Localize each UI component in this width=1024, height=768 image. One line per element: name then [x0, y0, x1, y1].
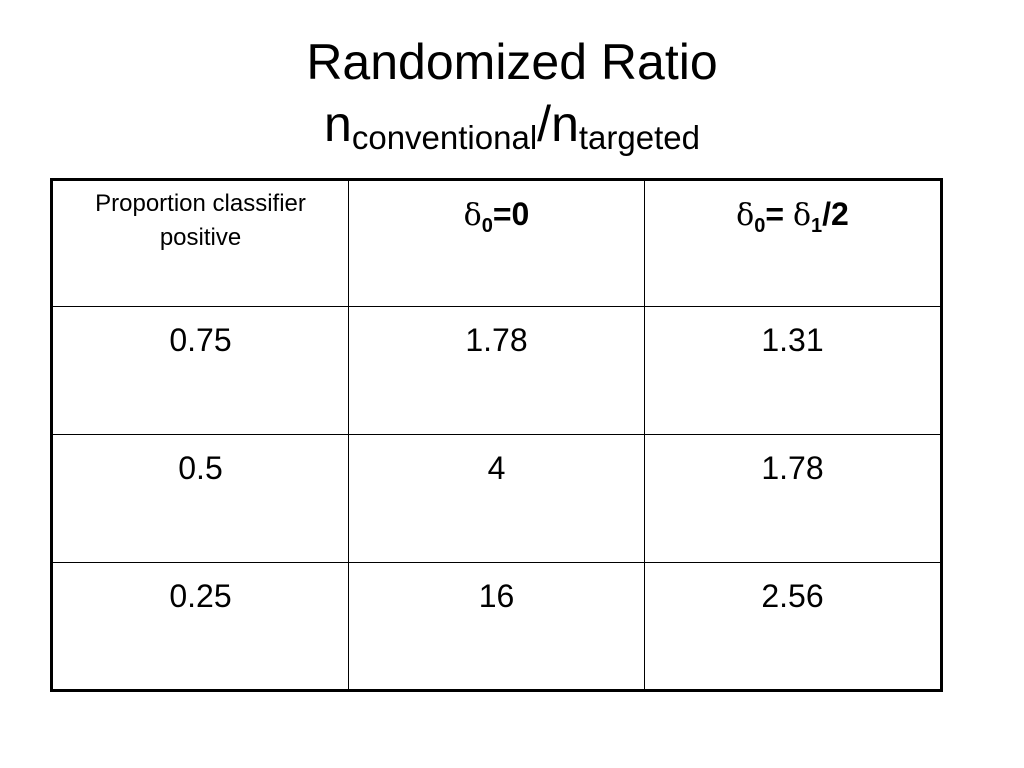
delta-symbol: δ	[736, 198, 755, 233]
cell-proportion: 0.75	[169, 322, 232, 358]
header-proportion-label: Proportion classifier positive	[95, 190, 306, 251]
ratio-table: Proportion classifier positive δ0=0 δ0= …	[50, 178, 943, 692]
title-sub-conventional: conventional	[351, 119, 538, 156]
title-slash: /	[537, 96, 552, 152]
header-equals-zero: =0	[492, 196, 530, 232]
slide-title: Randomized Ratio nconventional/ntargeted	[0, 32, 1024, 160]
table-cell: 0.25	[51, 562, 349, 691]
title-n-targeted: n	[551, 96, 579, 152]
cell-delta0-half-delta1: 2.56	[761, 578, 824, 614]
table-row: 0.25 16 2.56	[51, 562, 942, 691]
table-cell: 2.56	[644, 562, 942, 691]
cell-proportion: 0.25	[169, 578, 232, 614]
table-cell: 1.78	[348, 306, 645, 435]
table-cell: 0.75	[51, 306, 349, 435]
cell-delta0-zero: 4	[487, 450, 506, 486]
table-cell: 4	[348, 434, 645, 563]
table-row: 0.5 4 1.78	[51, 434, 942, 563]
table-header-row: Proportion classifier positive δ0=0 δ0= …	[51, 179, 942, 307]
header-over-two: /2	[822, 196, 849, 232]
delta-symbol: δ	[792, 198, 811, 233]
table-row: 0.75 1.78 1.31	[51, 306, 942, 435]
table-cell: 1.31	[644, 306, 942, 435]
table-cell: 1.78	[644, 434, 942, 563]
header-cell-delta0-half-delta1: δ0= δ1/2	[644, 179, 942, 307]
cell-delta0-half-delta1: 1.78	[761, 450, 824, 486]
delta-symbol: δ	[463, 198, 482, 233]
table-cell: 16	[348, 562, 645, 691]
cell-delta0-zero: 1.78	[465, 322, 528, 358]
delta-subscript: 0	[754, 215, 766, 237]
title-sub-targeted: targeted	[578, 119, 700, 156]
delta-subscript: 1	[811, 215, 823, 237]
title-line-1: Randomized Ratio	[306, 34, 718, 90]
header-delta0-zero: δ0=0	[349, 181, 644, 238]
table-cell: 0.5	[51, 434, 349, 563]
header-delta0-half-delta1: δ0= δ1/2	[645, 181, 940, 238]
cell-delta0-half-delta1: 1.31	[761, 322, 824, 358]
cell-proportion: 0.5	[178, 450, 223, 486]
header-equals: =	[765, 196, 793, 232]
title-n-conventional: n	[324, 96, 352, 152]
cell-delta0-zero: 16	[478, 578, 515, 614]
header-cell-delta0-zero: δ0=0	[348, 179, 645, 307]
title-line-2: nconventional/ntargeted	[0, 94, 1024, 160]
header-cell-proportion: Proportion classifier positive	[51, 179, 349, 307]
delta-subscript: 0	[481, 215, 493, 237]
